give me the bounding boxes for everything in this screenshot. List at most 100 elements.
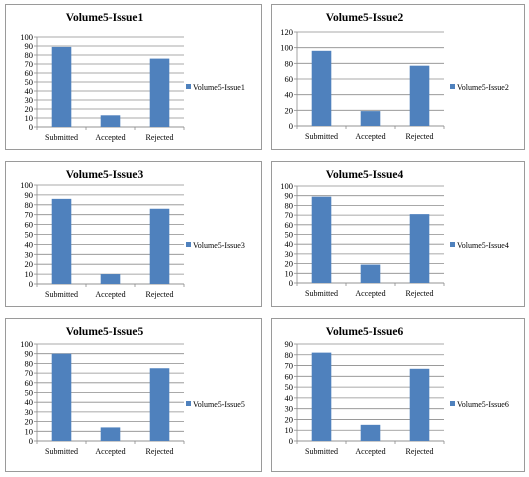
y-tick-label: 20 [285, 259, 294, 269]
chart-title: Volume5-Issue2 [326, 12, 404, 24]
bar [409, 214, 430, 283]
bar [51, 46, 72, 127]
bar [149, 208, 170, 284]
y-tick-label: 90 [285, 191, 294, 201]
legend-swatch [450, 84, 455, 89]
x-tick-label: Submitted [45, 447, 78, 456]
y-tick-label: 70 [285, 361, 294, 371]
chart-title: Volume5-Issue1 [66, 12, 144, 24]
chart-panel-6: Volume5-Issue6 0 10 20 30 40 50 60 70 80 90 Submitt… [271, 318, 525, 472]
y-tick-label: 90 [25, 349, 34, 359]
y-tick-label: 40 [25, 86, 34, 96]
x-tick-label: Rejected [406, 289, 434, 298]
y-tick-label: 80 [25, 358, 34, 368]
x-tick-label: Submitted [45, 290, 78, 299]
y-tick-label: 70 [285, 210, 294, 220]
y-tick-label: 120 [280, 27, 293, 37]
y-tick-label: 100 [20, 32, 33, 42]
y-tick-label: 50 [25, 388, 34, 398]
legend-label: Volume5-Issue5 [193, 400, 245, 409]
x-tick-label: Submitted [45, 133, 78, 142]
bar [100, 115, 121, 127]
y-tick-label: 30 [25, 249, 34, 259]
y-tick-label: 60 [25, 68, 34, 78]
x-tick-label: Accepted [95, 290, 125, 299]
y-tick-label: 0 [29, 279, 33, 289]
y-tick-label: 50 [25, 230, 34, 240]
y-tick-label: 90 [25, 41, 34, 51]
y-tick-label: 100 [280, 43, 293, 53]
y-tick-label: 20 [25, 104, 34, 114]
y-tick-label: 90 [285, 339, 294, 349]
chart-panel-2: Volume5-Issue2 0 20 40 60 80 100 120 Submitted Ac… [271, 4, 525, 150]
y-tick-label: 40 [285, 90, 294, 100]
bar [360, 424, 381, 441]
y-tick-label: 40 [25, 239, 34, 249]
y-tick-label: 60 [25, 378, 34, 388]
y-tick-label: 100 [280, 181, 293, 191]
x-tick-label: Submitted [305, 447, 338, 456]
y-tick-label: 70 [25, 368, 34, 378]
x-tick-label: Accepted [95, 133, 125, 142]
x-tick-label: Rejected [406, 132, 434, 141]
y-tick-label: 50 [285, 382, 294, 392]
y-tick-label: 10 [285, 425, 294, 435]
y-tick-label: 60 [285, 74, 294, 84]
x-tick-label: Submitted [305, 132, 338, 141]
bar [311, 50, 332, 126]
y-tick-label: 0 [289, 436, 293, 446]
y-tick-label: 90 [25, 190, 34, 200]
bar [409, 368, 430, 441]
legend-label: Volume5-Issue6 [457, 400, 509, 409]
legend-swatch [186, 84, 191, 89]
x-tick-label: Accepted [355, 132, 385, 141]
legend-label: Volume5-Issue1 [193, 83, 245, 92]
bar [149, 58, 170, 127]
y-tick-label: 30 [25, 407, 34, 417]
y-tick-label: 60 [285, 371, 294, 381]
chart-panel-1: Volume5-Issue1 0 10 20 30 40 50 60 70 80 90 100 Subm… [5, 4, 262, 150]
y-tick-label: 0 [29, 436, 33, 446]
legend-label: Volume5-Issue3 [193, 241, 245, 250]
legend-swatch [450, 242, 455, 247]
legend-label: Volume5-Issue4 [457, 241, 509, 250]
legend-swatch [450, 401, 455, 406]
y-tick-label: 30 [285, 404, 294, 414]
y-tick-label: 0 [29, 122, 33, 132]
y-tick-label: 10 [285, 268, 294, 278]
bar [149, 368, 170, 441]
legend-swatch [186, 401, 191, 406]
y-tick-label: 20 [25, 259, 34, 269]
x-tick-label: Rejected [146, 290, 174, 299]
chart-panel-3: Volume5-Issue3 0 10 20 30 40 50 60 70 80 90 100 Subm… [5, 161, 262, 307]
y-tick-label: 60 [285, 220, 294, 230]
y-tick-label: 60 [25, 220, 34, 230]
x-tick-label: Submitted [305, 289, 338, 298]
chart-panel-4: Volume5-Issue4 0 10 20 30 40 50 60 70 80 90 100 Subm… [271, 161, 525, 307]
chart-panel-5: Volume5-Issue5 0 10 20 30 40 50 60 70 80 90 100 Subm… [5, 318, 262, 472]
y-tick-label: 80 [25, 200, 34, 210]
bar [360, 111, 381, 126]
y-tick-label: 10 [25, 113, 34, 123]
legend-label: Volume5-Issue2 [457, 83, 509, 92]
y-tick-label: 10 [25, 269, 34, 279]
y-tick-label: 80 [285, 200, 294, 210]
y-tick-label: 70 [25, 210, 34, 220]
x-tick-label: Accepted [355, 447, 385, 456]
bar [409, 65, 430, 126]
y-tick-label: 20 [285, 414, 294, 424]
y-tick-label: 50 [25, 77, 34, 87]
y-tick-label: 80 [285, 58, 294, 68]
x-tick-label: Rejected [146, 447, 174, 456]
y-tick-label: 20 [25, 417, 34, 427]
y-tick-label: 80 [285, 350, 294, 360]
bar [311, 196, 332, 283]
bar [100, 274, 121, 284]
bar [51, 198, 72, 284]
y-tick-label: 0 [289, 278, 293, 288]
bar [51, 353, 72, 441]
y-tick-label: 0 [289, 121, 293, 131]
y-tick-label: 30 [285, 249, 294, 259]
